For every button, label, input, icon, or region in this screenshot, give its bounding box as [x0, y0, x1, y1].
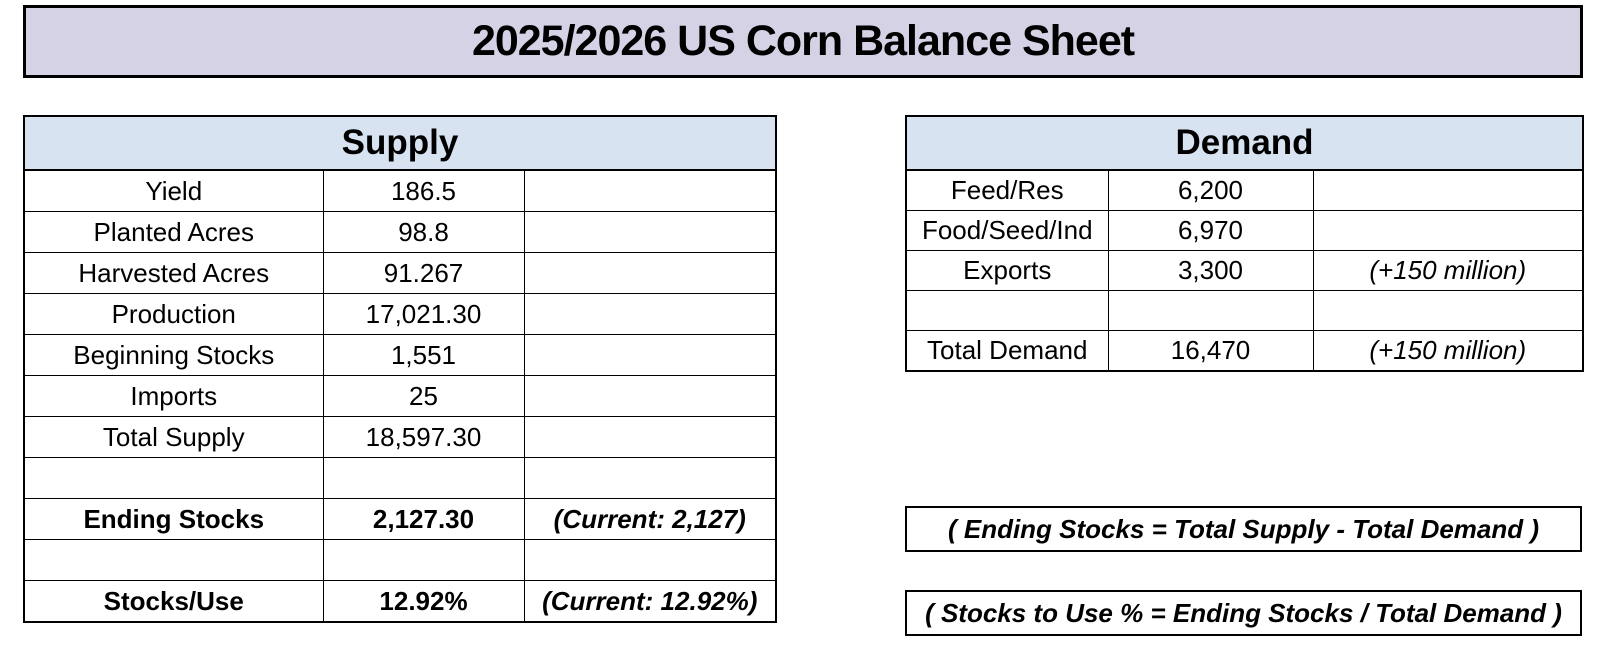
cell-label: Planted Acres [23, 211, 324, 253]
cell-note [523, 334, 777, 376]
cell-label [23, 457, 324, 499]
supply-header-row: Supply [23, 115, 777, 171]
demand-table-body: Feed/Res 6,200 Food/Seed/Ind 6,970 Exports 3,… [905, 169, 1584, 372]
cell-note: (+150 million) [1312, 250, 1584, 291]
cell-note [523, 211, 777, 253]
cell-value: 3,300 [1107, 250, 1314, 291]
cell-label: Beginning Stocks [23, 334, 324, 376]
cell-value: 186.5 [322, 169, 525, 212]
cell-note: (+150 million) [1312, 330, 1584, 372]
demand-header-row: Demand [904, 115, 1585, 171]
table-row: Feed/Res 6,200 [905, 169, 1584, 211]
supply-table-body: Yield 186.5 Planted Acres 98.8 Harvested Acr… [23, 169, 777, 623]
demand-header: Demand [904, 115, 1585, 171]
cell-note [523, 457, 777, 499]
table-row: Production 17,021.30 [23, 293, 777, 335]
cell-note [523, 375, 777, 417]
cell-note: (Current: 2,127) [523, 498, 777, 540]
table-row: Beginning Stocks 1,551 [23, 334, 777, 376]
cell-value: 25 [322, 375, 525, 417]
sheet-title: 2025/2026 US Corn Balance Sheet [23, 5, 1583, 78]
cell-note [523, 252, 777, 294]
cell-value: 1,551 [322, 334, 525, 376]
table-row [23, 539, 777, 581]
table-row: Stocks/Use 12.92% (Current: 12.92%) [23, 580, 777, 623]
cell-value [1107, 290, 1314, 331]
supply-header: Supply [23, 115, 777, 171]
cell-value: 2,127.30 [322, 498, 525, 540]
cell-label: Imports [23, 375, 324, 417]
demand-table: Demand Feed/Res 6,200 Food/Seed/Ind 6,970 Ex… [904, 115, 1585, 372]
cell-label: Production [23, 293, 324, 335]
cell-note [523, 416, 777, 458]
cell-note [523, 539, 777, 581]
cell-label: Harvested Acres [23, 252, 324, 294]
cell-label [905, 290, 1109, 331]
cell-note [1312, 169, 1584, 211]
cell-note [1312, 210, 1584, 251]
cell-label: Yield [23, 169, 324, 212]
cell-label: Exports [905, 250, 1109, 291]
table-row: Yield 186.5 [23, 169, 777, 212]
cell-value: 91.267 [322, 252, 525, 294]
table-row: Imports 25 [23, 375, 777, 417]
table-row [23, 457, 777, 499]
cell-value [322, 457, 525, 499]
cell-value: 17,021.30 [322, 293, 525, 335]
cell-value: 16,470 [1107, 330, 1314, 372]
table-row: Exports 3,300 (+150 million) [905, 250, 1584, 291]
cell-label: Total Demand [905, 330, 1109, 372]
cell-label [23, 539, 324, 581]
table-row: Total Demand 16,470 (+150 million) [905, 330, 1584, 372]
cell-note [523, 169, 777, 212]
cell-label: Total Supply [23, 416, 324, 458]
cell-label: Food/Seed/Ind [905, 210, 1109, 251]
table-row: Planted Acres 98.8 [23, 211, 777, 253]
table-row: Harvested Acres 91.267 [23, 252, 777, 294]
cell-note: (Current: 12.92%) [523, 580, 777, 623]
table-row [905, 290, 1584, 331]
cell-label: Ending Stocks [23, 498, 324, 540]
table-row: Ending Stocks 2,127.30 (Current: 2,127) [23, 498, 777, 540]
cell-value [322, 539, 525, 581]
cell-value: 12.92% [322, 580, 525, 623]
supply-table: Supply Yield 186.5 Planted Acres 98.8 Harves… [23, 115, 777, 623]
table-row: Total Supply 18,597.30 [23, 416, 777, 458]
cell-value: 6,970 [1107, 210, 1314, 251]
cell-value: 98.8 [322, 211, 525, 253]
cell-label: Stocks/Use [23, 580, 324, 623]
cell-note [523, 293, 777, 335]
cell-value: 18,597.30 [322, 416, 525, 458]
formula-note-stocks-to-use: ( Stocks to Use % = Ending Stocks / Tota… [905, 590, 1582, 636]
table-row: Food/Seed/Ind 6,970 [905, 210, 1584, 251]
cell-value: 6,200 [1107, 169, 1314, 211]
cell-label: Feed/Res [905, 169, 1109, 211]
cell-note [1312, 290, 1584, 331]
formula-note-ending-stocks: ( Ending Stocks = Total Supply - Total D… [905, 506, 1582, 552]
